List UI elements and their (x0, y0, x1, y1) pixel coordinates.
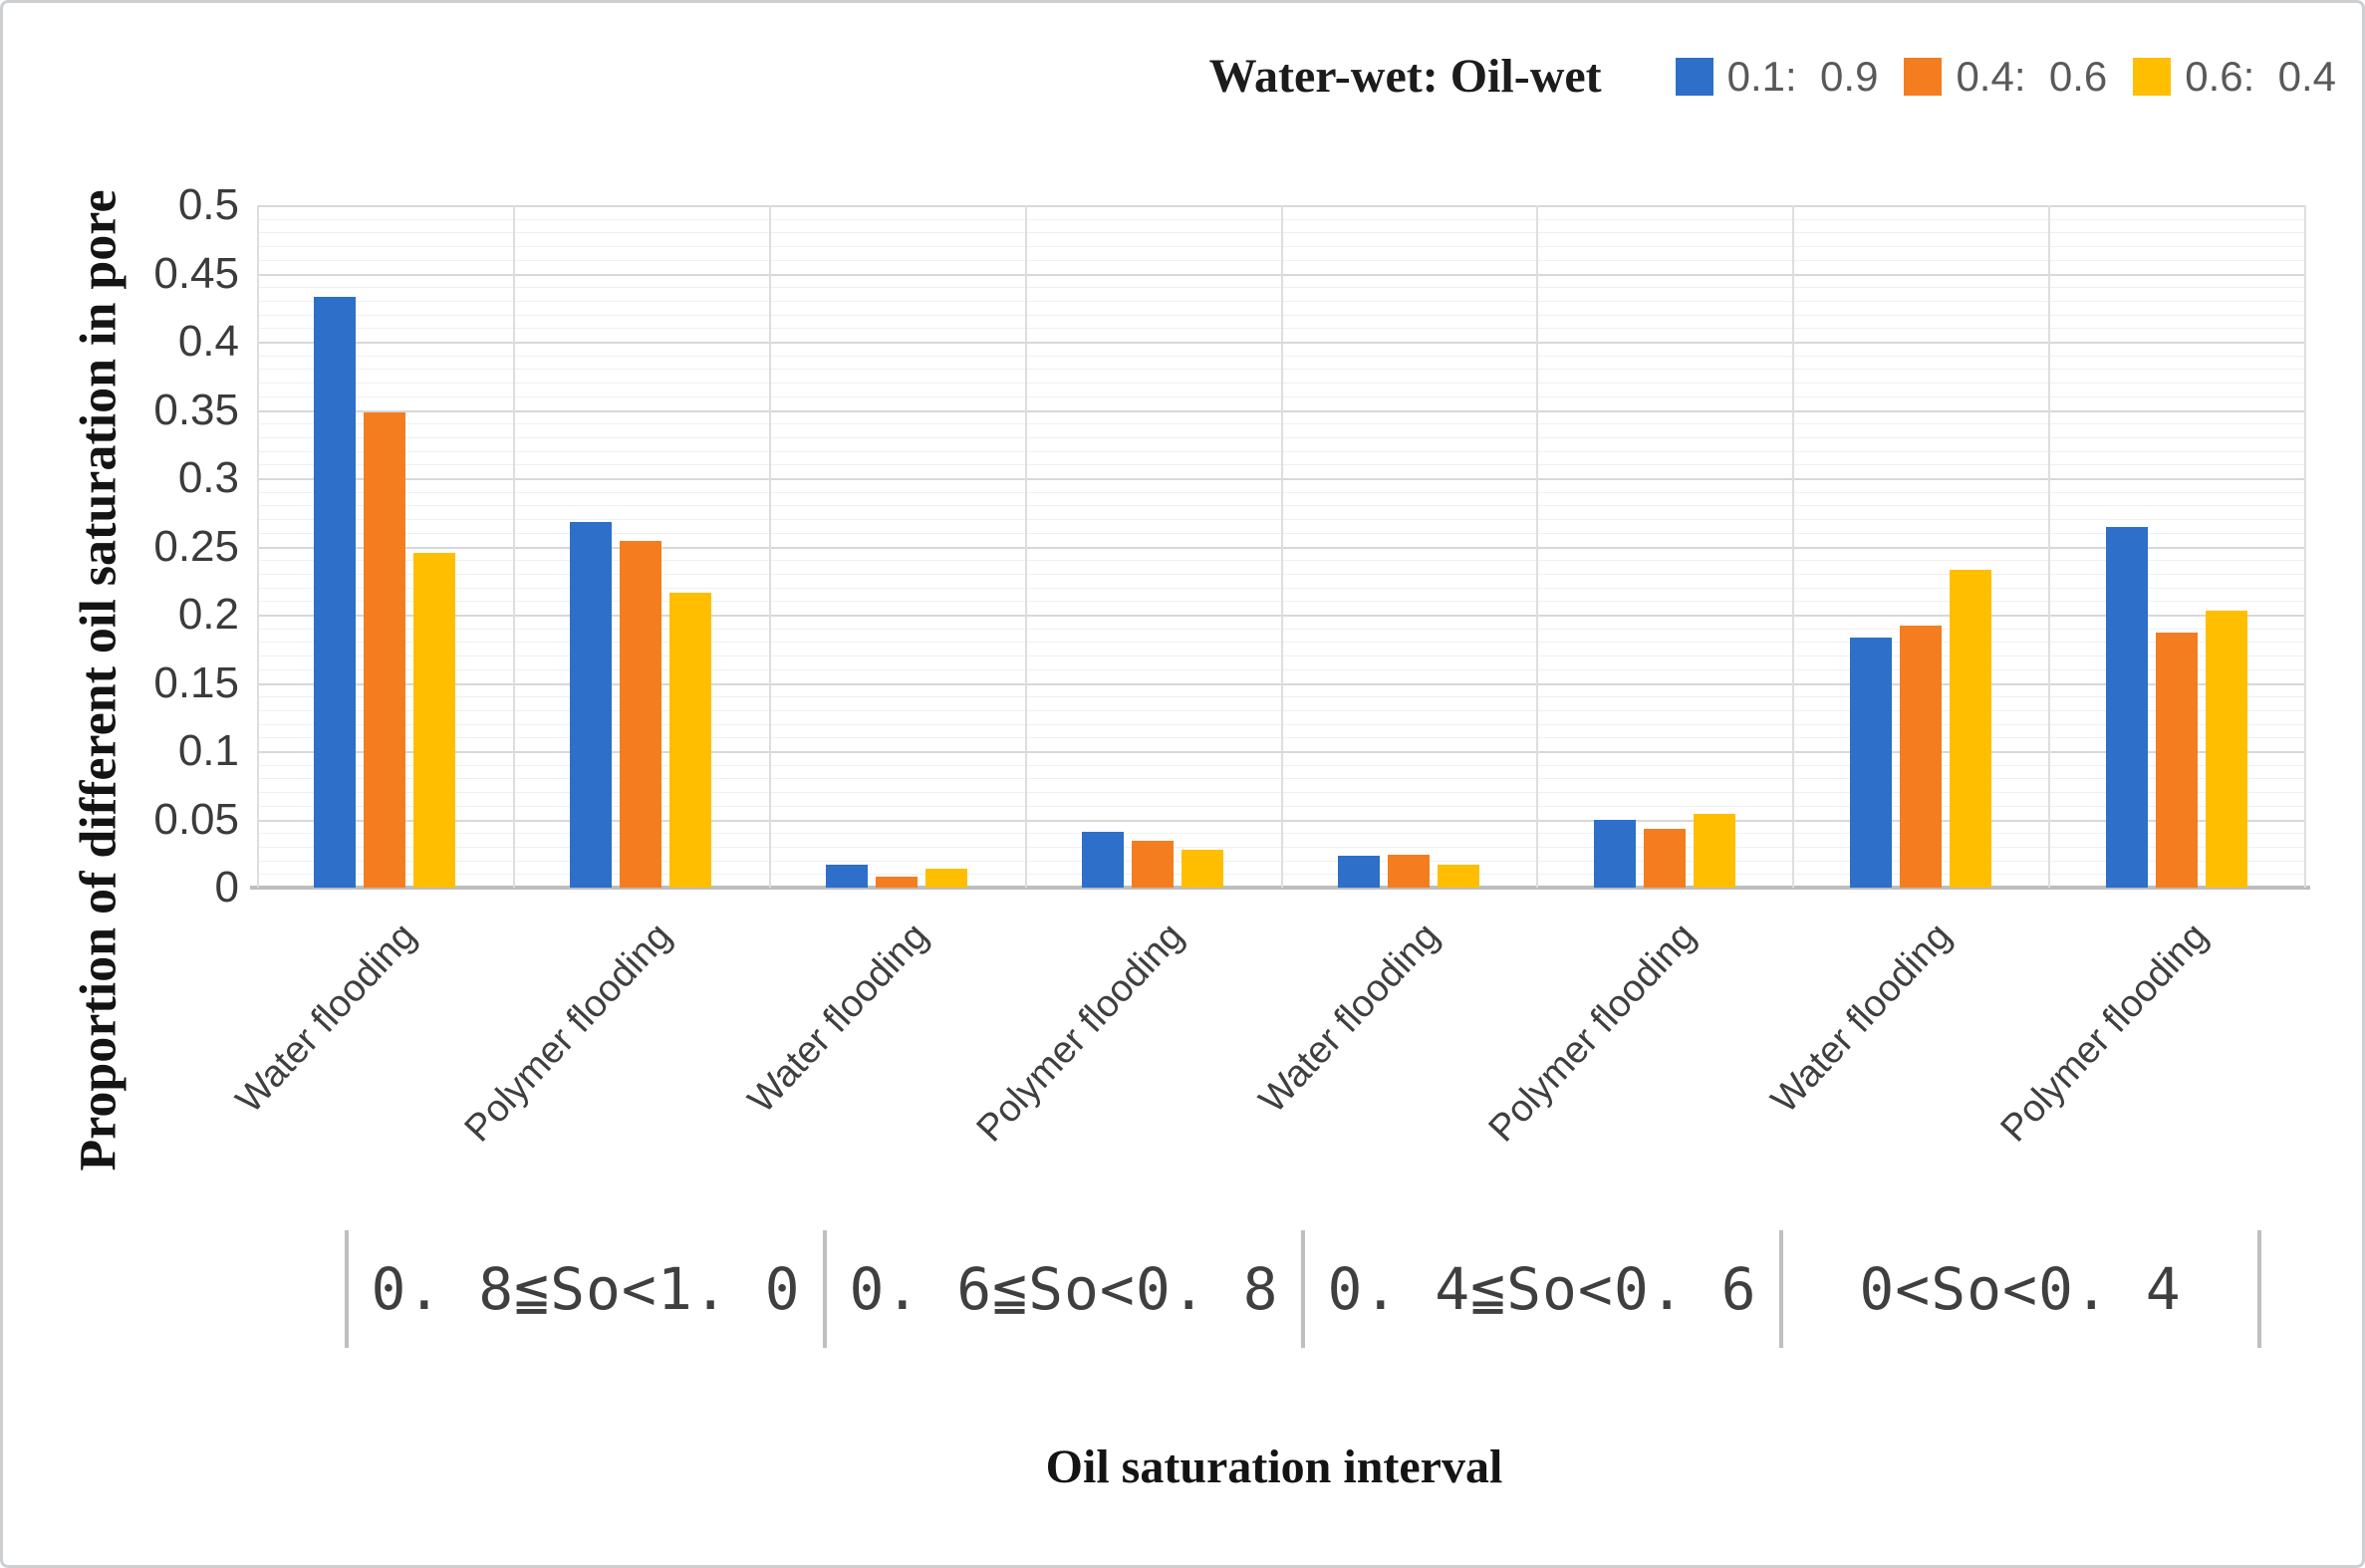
legend-entry-1: 0.1: 0.9 (1675, 52, 1879, 101)
bar-series1-group4 (1082, 831, 1125, 888)
category-label: Polymer flooding (1480, 915, 1705, 1151)
category-label: Water flooding (739, 915, 936, 1122)
bar-series3-group7 (1949, 569, 1991, 888)
category-boundary-line (1280, 205, 1283, 888)
interval-separator (2257, 1230, 2261, 1348)
category-label: Polymer flooding (456, 915, 680, 1151)
bar-series3-group1 (413, 553, 456, 888)
y-tick-label: 0.3 (177, 453, 239, 502)
category-boundary-line (1536, 205, 1539, 888)
legend-entry-label: 0.4: 0.6 (1956, 52, 2108, 100)
bar-series3-group3 (925, 868, 968, 888)
legend-swatch-icon (1675, 57, 1713, 96)
legend-title: Water-wet: Oil-wet (1208, 50, 1602, 103)
category-label: Water flooding (227, 915, 424, 1122)
y-tick-label: 0.05 (153, 794, 239, 844)
y-tick-label: 0.1 (177, 726, 239, 775)
bar-series1-group7 (1849, 638, 1892, 888)
category-boundary-line (512, 205, 515, 888)
bar-series1-group5 (1337, 856, 1380, 888)
category-label: Water flooding (1251, 915, 1448, 1122)
legend-entry-label: 0.6: 0.4 (2185, 52, 2336, 100)
bar-series3-group8 (2205, 610, 2247, 888)
bar-series2-group8 (2155, 632, 2198, 888)
interval-label: 0. 4≦So<0. 6 (1327, 1255, 1757, 1323)
interval-label: 0. 6≦So<0. 8 (849, 1255, 1279, 1323)
interval-separator (345, 1230, 349, 1348)
y-axis-title: Proportion of different oil saturation i… (70, 189, 128, 1172)
y-tick-label: 0.35 (153, 385, 239, 434)
category-boundary-line (768, 205, 771, 888)
legend-entry-label: 0.1: 0.9 (1726, 52, 1879, 100)
bar-series2-group2 (620, 541, 662, 888)
category-boundary-line (1024, 205, 1027, 888)
bar-series1-group1 (314, 296, 357, 888)
bar-series2-group3 (876, 877, 919, 888)
category-boundary-line (2048, 205, 2051, 888)
bar-series1-group6 (1593, 819, 1636, 888)
interval-separator (1779, 1230, 1783, 1348)
bar-series2-group1 (364, 412, 406, 888)
interval-label: 0. 8≦So<1. 0 (371, 1255, 801, 1323)
bar-series3-group6 (1693, 814, 1735, 888)
y-tick-label: 0.15 (153, 657, 239, 707)
bar-series3-group4 (1182, 849, 1224, 888)
bar-series1-group2 (570, 521, 613, 888)
y-tick-label: 0.45 (153, 248, 239, 298)
interval-separator (1301, 1230, 1305, 1348)
bar-series2-group4 (1132, 841, 1175, 888)
y-tick-label: 0 (214, 863, 239, 912)
category-label: Polymer flooding (968, 915, 1192, 1151)
bar-series2-group6 (1643, 829, 1686, 888)
x-axis-line (250, 886, 2310, 890)
category-label: Water flooding (1763, 915, 1961, 1122)
y-tick-label: 0.4 (177, 317, 239, 366)
interval-label: 0<So<0. 4 (1859, 1255, 2182, 1323)
category-label: Polymer flooding (1992, 915, 2216, 1151)
bar-series1-group8 (2105, 527, 2148, 888)
category-boundary-line (257, 205, 259, 888)
bar-series2-group5 (1387, 855, 1430, 888)
category-boundary-line (2304, 205, 2306, 888)
bar-series1-group3 (826, 864, 869, 888)
legend: Water-wet: Oil-wet 0.1: 0.9 0.4: 0.6 0.6: … (1209, 49, 2336, 104)
interval-separator (823, 1230, 827, 1348)
x-axis-title: Oil saturation interval (1045, 1440, 1503, 1493)
bar-series2-group7 (1899, 625, 1942, 888)
bar-series3-group5 (1437, 864, 1479, 888)
legend-entry-2: 0.4: 0.6 (1904, 53, 2107, 101)
legend-entry-3: 0.6: 0.4 (2133, 53, 2336, 101)
y-tick-label: 0.25 (153, 521, 239, 571)
legend-swatch-icon (1904, 57, 1943, 96)
y-tick-label: 0.5 (177, 180, 239, 229)
legend-swatch-icon (2133, 57, 2172, 96)
bar-series3-group2 (669, 593, 712, 888)
y-tick-label: 0.2 (177, 590, 239, 639)
category-boundary-line (1792, 205, 1795, 888)
